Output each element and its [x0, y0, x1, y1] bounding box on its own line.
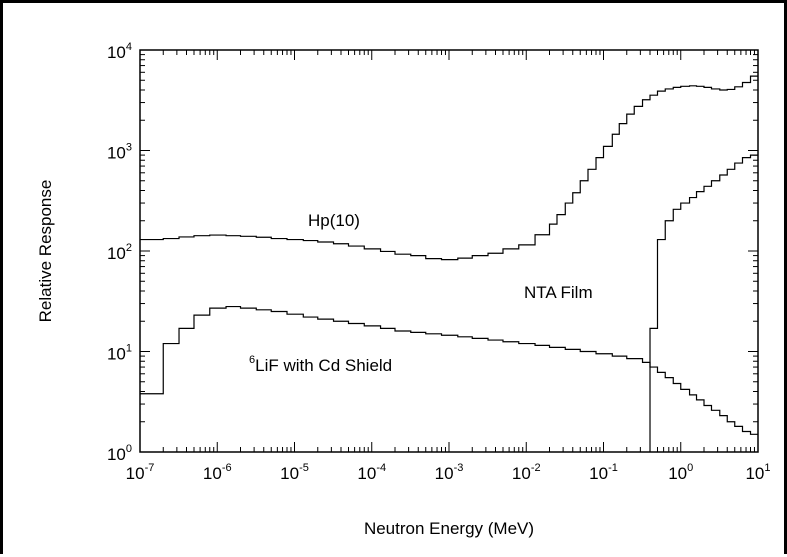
- x-axis-title: Neutron Energy (MeV): [364, 519, 534, 538]
- x-tick-label: 10-2: [512, 462, 541, 483]
- annotation-hp10: Hp(10): [308, 211, 360, 230]
- annotation-lif-text: LiF with Cd Shield: [255, 356, 392, 375]
- y-tick-label: 101: [107, 343, 132, 364]
- x-tick-label: 10-7: [126, 462, 155, 483]
- y-tick-label: 103: [107, 142, 132, 163]
- x-tick-label: 10-6: [203, 462, 232, 483]
- x-tick-label: 10-4: [357, 462, 386, 483]
- y-axis-title: Relative Response: [36, 180, 55, 323]
- x-tick-label: 10-5: [280, 462, 309, 483]
- x-tick-label: 10-3: [435, 462, 464, 483]
- series-line-2: [649, 154, 758, 452]
- chart: 10-7 10-6 10-5 10-4 10-3 10-2 10-1 100 101 10010…: [36, 41, 771, 538]
- series-line-0: [140, 75, 758, 261]
- y-tick-label: 102: [107, 242, 132, 263]
- series-line-1: [140, 305, 758, 435]
- x-tick-label: 10-1: [589, 462, 618, 483]
- annotation-lif: 6LiF with Cd Shield: [249, 354, 392, 375]
- y-tick-label: 100: [107, 443, 132, 464]
- x-tick-label: 100: [668, 462, 693, 483]
- x-tick-label: 101: [745, 462, 770, 483]
- y-tick-labels: 100 101 102 103 104: [107, 41, 132, 464]
- axis-ticks: [139, 49, 759, 453]
- annotation-nta-film: NTA Film: [524, 283, 593, 302]
- x-tick-labels: 10-7 10-6 10-5 10-4 10-3 10-2 10-1 100 101: [126, 462, 771, 483]
- series-lines: [140, 75, 758, 452]
- plot-area: [139, 49, 759, 453]
- y-tick-label: 104: [107, 41, 132, 62]
- annotation-lif-superscript: 6: [249, 354, 255, 366]
